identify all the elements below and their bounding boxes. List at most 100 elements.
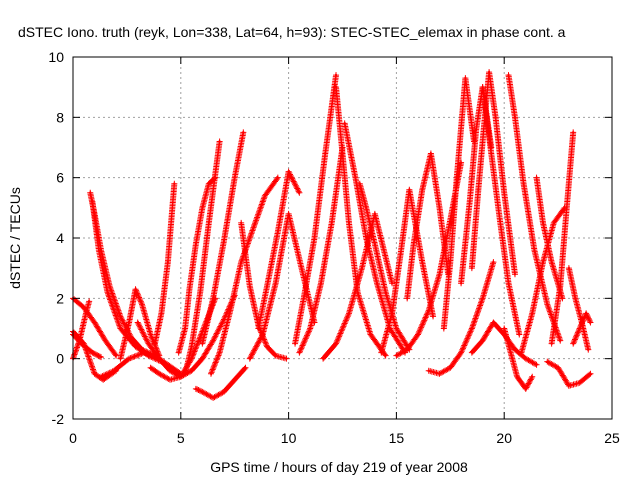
data-point <box>211 339 215 342</box>
data-point <box>233 176 236 179</box>
data-point <box>459 282 463 285</box>
data-point <box>546 360 549 363</box>
data-point-markers <box>151 180 178 347</box>
data-point <box>239 260 243 264</box>
data-point <box>149 366 152 369</box>
data-point <box>190 369 193 372</box>
data-point <box>89 191 92 194</box>
data-point <box>134 345 137 348</box>
data-point <box>142 351 146 354</box>
data-point <box>492 321 495 324</box>
series-pass-27 <box>404 150 452 302</box>
series-pass-19 <box>246 210 318 362</box>
chart-title: dSTEC Iono. truth (reyk, Lon=338, Lat=64… <box>18 24 566 40</box>
data-point <box>571 342 575 345</box>
data-point <box>559 339 562 342</box>
data-point <box>287 170 290 173</box>
data-point <box>134 288 137 291</box>
data-point <box>257 327 260 330</box>
data-point-markers <box>192 364 249 401</box>
data-point <box>248 357 251 360</box>
data-point <box>201 206 204 210</box>
data-point <box>552 221 555 225</box>
data-point <box>119 315 122 318</box>
series-pass-33 <box>479 84 523 338</box>
data-point <box>194 387 198 391</box>
series-pass-36 <box>501 325 536 392</box>
data-point <box>474 128 478 131</box>
data-point <box>412 242 415 246</box>
data-point <box>459 351 463 354</box>
y-tick-label: 2 <box>56 290 64 306</box>
data-point <box>492 260 495 264</box>
data-point <box>233 378 236 381</box>
data-point <box>405 297 409 300</box>
data-point <box>321 357 325 360</box>
series-pass-15 <box>199 129 247 347</box>
data-point <box>477 188 480 191</box>
data-point <box>507 73 510 77</box>
data-point <box>78 339 81 342</box>
data-point-markers <box>565 265 592 353</box>
series-pass-08 <box>117 286 163 362</box>
data-point <box>101 378 105 381</box>
data-point <box>513 348 517 351</box>
data-point <box>541 221 545 225</box>
data-point <box>183 327 187 330</box>
series-pass-40 <box>548 129 577 347</box>
x-tick-label: 25 <box>604 430 620 446</box>
data-point <box>97 248 101 252</box>
data-point <box>587 348 590 351</box>
data-point <box>524 357 527 360</box>
data-point <box>276 230 280 234</box>
y-tick-label: 0 <box>56 351 64 367</box>
data-point <box>399 251 402 255</box>
data-point <box>324 152 327 155</box>
data-point <box>207 182 211 185</box>
data-point <box>201 357 204 360</box>
data-point-markers <box>544 358 594 389</box>
series-pass-39 <box>544 358 594 389</box>
data-point <box>481 85 484 89</box>
series-pass-37 <box>518 204 568 356</box>
series-pass-32 <box>468 69 518 278</box>
x-tick-label: 5 <box>177 430 185 446</box>
series-pass-13 <box>182 138 223 377</box>
x-axis-label: GPS time / hours of day 219 of year 2008 <box>210 459 468 475</box>
data-point <box>464 76 467 80</box>
data-point <box>334 342 338 345</box>
data-point <box>490 152 493 155</box>
series-pass-14 <box>192 364 249 401</box>
data-point <box>87 300 91 303</box>
data-point <box>91 351 94 354</box>
data-point <box>384 291 387 294</box>
data-point <box>93 372 96 375</box>
data-point <box>177 351 180 354</box>
data-point <box>509 351 512 354</box>
data-point <box>287 212 290 216</box>
data-point <box>449 260 452 264</box>
data-point <box>556 366 560 369</box>
y-tick-label: -2 <box>52 411 65 427</box>
data-point <box>438 206 441 210</box>
series-pass-12 <box>175 174 219 356</box>
data-point <box>99 375 103 378</box>
data-point <box>565 206 568 210</box>
data-point <box>82 306 85 309</box>
data-point <box>194 242 198 246</box>
data-point <box>405 348 409 351</box>
series-pass-24 <box>356 180 413 353</box>
x-tick-label: 10 <box>281 430 297 446</box>
x-tick-label: 15 <box>389 430 405 446</box>
data-point <box>265 345 269 348</box>
data-point <box>481 339 484 342</box>
data-point <box>334 73 338 77</box>
data-point <box>170 366 174 369</box>
data-point <box>183 372 187 375</box>
data-point <box>589 372 592 375</box>
data-point <box>487 70 491 74</box>
data-point <box>518 333 521 336</box>
y-tick-label: 8 <box>56 109 64 125</box>
data-point <box>218 140 221 143</box>
